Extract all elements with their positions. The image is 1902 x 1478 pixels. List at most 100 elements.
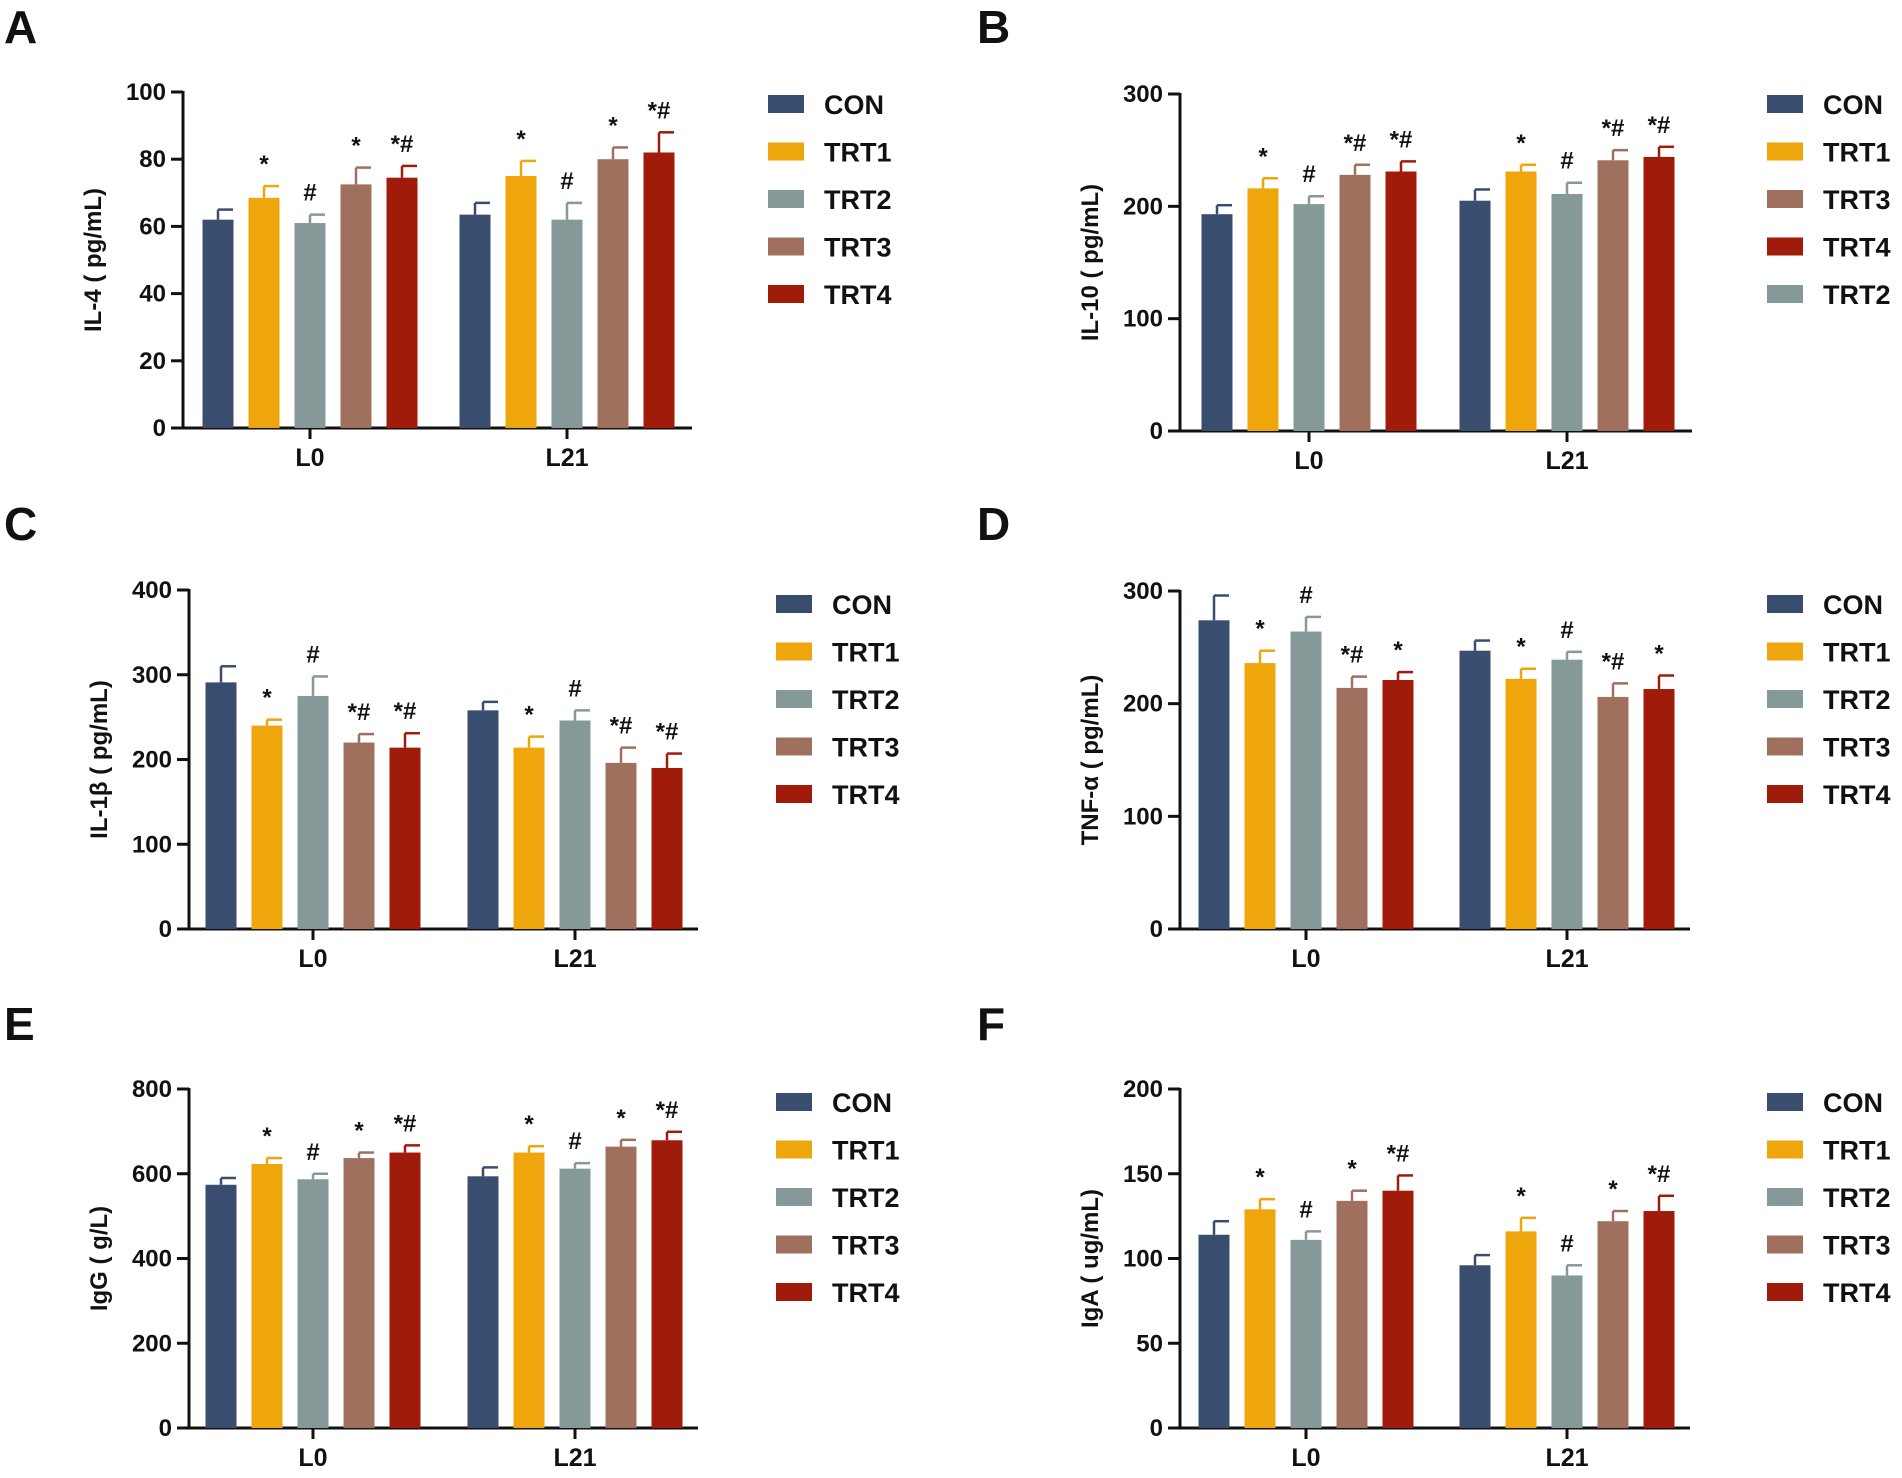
significance-label: * [1516, 1183, 1526, 1210]
bar-trt3-l21 [1597, 696, 1629, 929]
significance-label: *# [1387, 1140, 1410, 1167]
bar-trt2-l0 [1290, 1239, 1322, 1428]
legend-label: TRT2 [1823, 685, 1891, 715]
y-axis-title: IL-1β ( pg/mL) [86, 680, 113, 839]
x-category-label: L0 [298, 945, 327, 973]
significance-label: # [1560, 148, 1573, 175]
bar-trt3-l21 [1597, 160, 1629, 431]
y-tick-label: 400 [132, 1246, 172, 1273]
legend-swatch [1767, 237, 1803, 256]
legend-label: TRT3 [832, 1231, 900, 1261]
bar-trt4-l0 [1385, 171, 1417, 431]
x-category-label: L21 [545, 444, 588, 472]
y-axis-title: IgA ( ug/mL) [1077, 1189, 1104, 1328]
y-tick-label: 300 [1123, 578, 1163, 605]
bar-trt4-l21 [651, 767, 683, 929]
x-category-label: L21 [1545, 945, 1588, 973]
significance-label: *# [656, 1097, 679, 1124]
bar-trt1-l21 [1505, 171, 1537, 431]
bar-con-l0 [1198, 620, 1230, 929]
bar-con-l21 [459, 214, 491, 428]
y-tick-label: 400 [132, 577, 172, 604]
bar-trt2-l21 [1551, 1275, 1583, 1428]
bar-trt1-l0 [1244, 1209, 1276, 1428]
bar-trt2-l21 [1551, 193, 1583, 431]
legend-swatch [1767, 1093, 1803, 1111]
significance-label: * [1255, 616, 1265, 643]
bar-con-l21 [1459, 200, 1491, 431]
legend-swatch [776, 595, 812, 613]
significance-label: # [306, 641, 319, 668]
legend-label: TRT3 [1823, 185, 1891, 215]
significance-label: * [262, 1123, 272, 1150]
bar-con-l21 [467, 710, 499, 929]
y-tick-label: 0 [159, 1415, 172, 1442]
significance-label: *# [348, 699, 371, 726]
legend-label: TRT1 [832, 638, 900, 668]
bar-trt2-l0 [297, 1179, 329, 1428]
bar-trt2-l21 [551, 219, 583, 428]
bar-trt1-l0 [1244, 663, 1276, 929]
y-tick-label: 0 [1150, 916, 1163, 943]
bar-trt3-l0 [343, 1158, 375, 1428]
legend-label: CON [832, 1088, 892, 1118]
legend-swatch [776, 785, 812, 803]
y-tick-label: 800 [132, 1076, 172, 1103]
bar-trt1-l21 [1505, 1231, 1537, 1428]
x-category-label: L21 [1545, 1444, 1588, 1472]
significance-label: *# [1648, 1161, 1671, 1188]
legend-label: TRT2 [1823, 1183, 1891, 1213]
y-tick-label: 150 [1123, 1161, 1163, 1188]
significance-label: *# [1341, 642, 1364, 669]
y-axis-title: TNF-α ( pg/mL) [1077, 675, 1104, 846]
bar-trt1-l0 [251, 725, 283, 929]
legend-swatch [776, 642, 812, 661]
bar-trt1-l21 [1505, 678, 1537, 929]
significance-label: *# [391, 131, 414, 158]
y-tick-label: 100 [1123, 306, 1163, 333]
legend-label: TRT4 [1823, 1278, 1891, 1308]
legend-label: TRT4 [824, 280, 892, 310]
significance-label: * [516, 126, 526, 153]
significance-label: *# [610, 713, 633, 740]
y-tick-label: 20 [139, 348, 166, 375]
y-tick-label: 0 [153, 415, 166, 442]
bar-con-l0 [205, 1184, 237, 1428]
bar-con-l0 [1198, 1234, 1230, 1428]
legend-label: TRT3 [1823, 733, 1891, 763]
bar-trt4-l0 [1382, 680, 1414, 929]
bar-trt4-l21 [1643, 1211, 1675, 1428]
legend-swatch [1767, 190, 1803, 208]
significance-label: * [616, 1105, 626, 1132]
legend-label: TRT2 [832, 685, 900, 715]
significance-label: * [262, 685, 272, 712]
panel-letter: D [977, 498, 1010, 550]
legend-label: TRT3 [832, 733, 900, 763]
y-tick-label: 0 [1150, 1415, 1163, 1442]
y-tick-label: 200 [1123, 1076, 1163, 1103]
y-tick-label: 0 [1150, 418, 1163, 445]
y-tick-label: 100 [1123, 803, 1163, 830]
bar-trt2-l0 [1290, 631, 1322, 929]
legend-swatch [1767, 737, 1803, 756]
y-axis-title: IL-10 ( pg/mL) [1077, 184, 1104, 341]
bar-trt4-l0 [386, 177, 418, 428]
legend-swatch [776, 1188, 812, 1206]
significance-label: * [259, 151, 269, 178]
legend-swatch [768, 237, 804, 256]
significance-label: # [568, 1128, 581, 1155]
legend-swatch [768, 142, 804, 161]
legend-label: TRT2 [1823, 280, 1891, 310]
y-tick-label: 100 [1123, 1246, 1163, 1273]
bar-trt3-l0 [343, 742, 375, 929]
bar-trt1-l0 [251, 1164, 283, 1428]
legend-swatch [1767, 285, 1803, 303]
legend-label: CON [824, 90, 884, 120]
bar-trt4-l0 [389, 747, 421, 929]
significance-label: * [608, 112, 618, 139]
